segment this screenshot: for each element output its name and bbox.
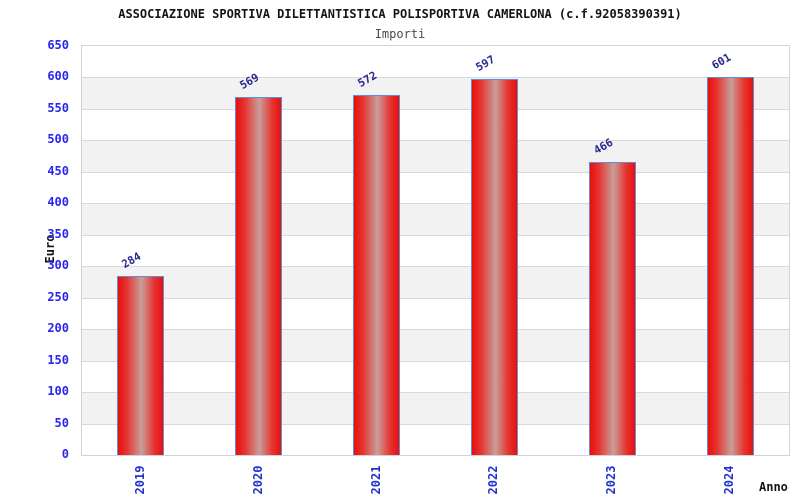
gridline bbox=[82, 77, 789, 79]
y-tick-label: 250 bbox=[47, 289, 69, 304]
band bbox=[82, 140, 789, 172]
gridline bbox=[82, 297, 789, 299]
gridline bbox=[82, 171, 789, 173]
x-tick-label: 2021 bbox=[368, 465, 383, 495]
bar bbox=[588, 161, 636, 455]
y-tick-label: 600 bbox=[47, 69, 69, 84]
bar bbox=[235, 96, 283, 455]
gridline bbox=[82, 329, 789, 331]
x-axis-title: Anno bbox=[759, 480, 788, 494]
gridline bbox=[82, 392, 789, 394]
band bbox=[82, 77, 789, 109]
gridline bbox=[82, 423, 789, 425]
gridline bbox=[82, 203, 789, 205]
bar bbox=[706, 76, 754, 455]
band bbox=[82, 392, 789, 424]
y-tick-label: 550 bbox=[47, 100, 69, 115]
band bbox=[82, 329, 789, 361]
y-tick-label: 400 bbox=[47, 195, 69, 210]
y-tick-label: 0 bbox=[61, 447, 69, 461]
gridline bbox=[82, 108, 789, 110]
x-tick-label: 2019 bbox=[132, 465, 147, 495]
band bbox=[82, 203, 789, 235]
x-tick-label: 2024 bbox=[722, 465, 737, 495]
x-tick-label: 2020 bbox=[250, 465, 265, 495]
chart-title: ASSOCIAZIONE SPORTIVA DILETTANTISTICA PO… bbox=[118, 7, 682, 21]
bar bbox=[353, 95, 401, 455]
bar-value-label: 601 bbox=[709, 50, 733, 72]
bar bbox=[470, 79, 518, 455]
bar bbox=[117, 276, 165, 455]
gridline bbox=[82, 360, 789, 362]
y-tick-label: 100 bbox=[47, 384, 69, 399]
y-tick-label: 650 bbox=[47, 38, 69, 52]
y-tick-label: 150 bbox=[47, 352, 69, 367]
y-tick-label: 300 bbox=[47, 258, 69, 273]
gridline bbox=[82, 266, 789, 268]
y-tick-label: 450 bbox=[47, 163, 69, 178]
y-tick-label: 500 bbox=[47, 132, 69, 147]
x-axis-ticks: 2019 2020 2021 2022 2023 2024 bbox=[81, 456, 790, 500]
gridline bbox=[82, 140, 789, 142]
plot-area: 284 569 572 597 466 601 bbox=[81, 45, 790, 456]
y-tick-label: 350 bbox=[47, 226, 69, 241]
x-tick-label: 2023 bbox=[604, 465, 619, 495]
chart-subtitle: Importi bbox=[374, 27, 426, 41]
y-axis-ticks: 0 50 100 150 200 250 300 350 400 450 500 550 600 650 bbox=[0, 38, 75, 461]
y-tick-label: 200 bbox=[47, 321, 69, 336]
x-tick-label: 2022 bbox=[486, 465, 501, 495]
y-tick-label: 50 bbox=[54, 415, 69, 430]
gridline bbox=[82, 234, 789, 236]
band bbox=[82, 266, 789, 298]
bar-value-label: 597 bbox=[473, 53, 498, 75]
